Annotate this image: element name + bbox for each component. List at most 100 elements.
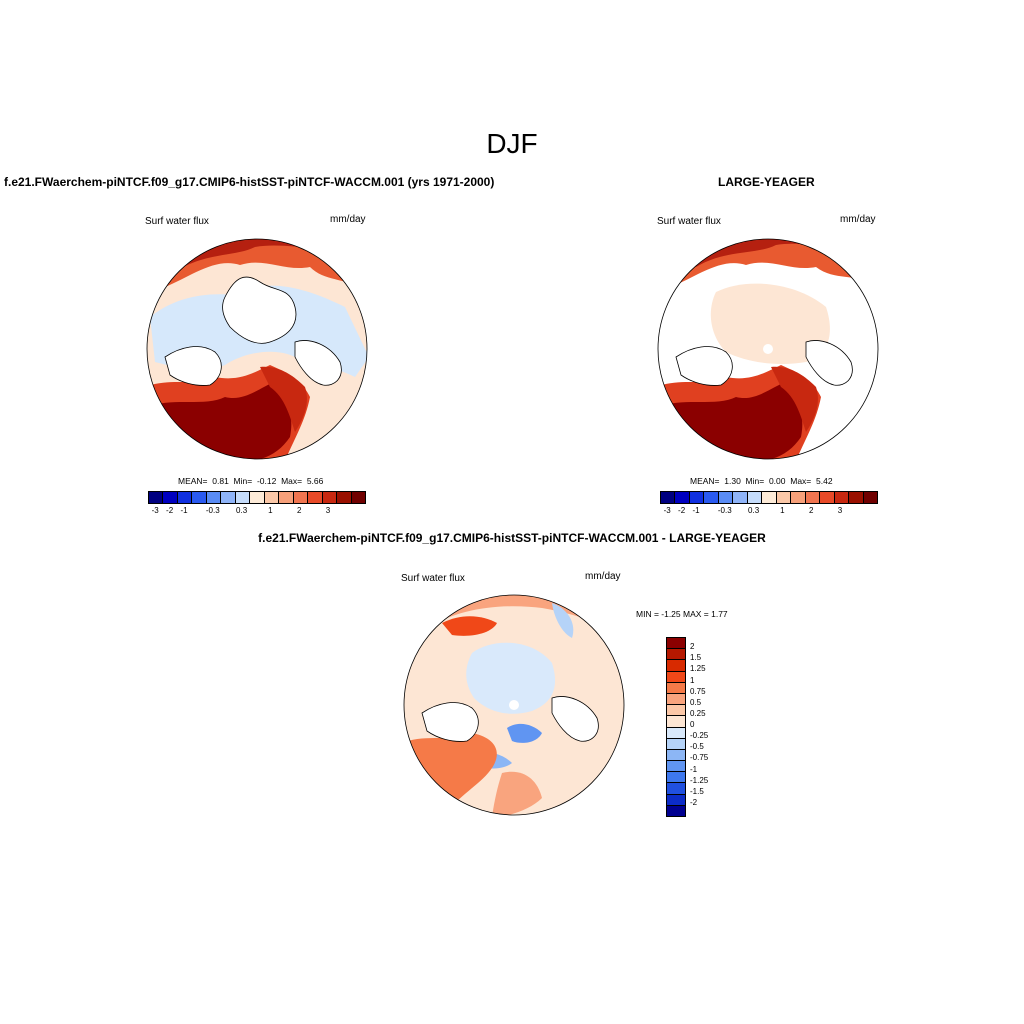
units-label-diff: mm/day	[585, 571, 621, 582]
panel-title-obs: LARGE-YEAGER	[718, 175, 815, 189]
colorbar-swatch	[833, 492, 849, 503]
colorbar-tick-label: 0.5	[690, 697, 702, 707]
colorbar-swatch	[667, 648, 685, 660]
colorbar-swatch	[717, 492, 733, 503]
colorbar-swatch	[848, 492, 863, 503]
colorbar-swatch	[149, 492, 163, 503]
colorbar-tick-label: 3	[837, 506, 843, 515]
colorbar-swatch	[667, 737, 685, 749]
colorbar-swatch	[819, 492, 834, 503]
min-label: Min=	[233, 476, 253, 486]
colorbar-swatch	[667, 670, 685, 682]
max-label: Max=	[281, 476, 303, 486]
colorbar-swatch	[746, 492, 762, 503]
colorbar-tick-label: 0.25	[690, 708, 706, 718]
colorbar-swatch	[775, 492, 791, 503]
colorbar-diff	[666, 637, 686, 817]
variable-label-obs: Surf water flux	[657, 216, 721, 227]
colorbar-tick-label: 2	[808, 506, 814, 515]
colorbar-swatch	[667, 659, 685, 671]
colorbar-swatch	[278, 492, 293, 503]
colorbar-swatch	[661, 492, 675, 503]
colorbar-swatch	[703, 492, 718, 503]
min-value: -0.12	[256, 476, 277, 486]
colorbar-ticks-test: -3 -2 -1 -0.3 0.3 1 2 3	[148, 506, 364, 518]
colorbar-tick-label: 1	[780, 506, 785, 515]
colorbar-ticks-diff: 2 1.5 1.25 1 0.75 0.5 0.25 0 -0.25 -0.5 -0.75 -1 -1.…	[690, 637, 730, 815]
colorbar-swatch	[667, 692, 685, 705]
colorbar-swatch	[307, 492, 322, 503]
units-label-obs: mm/day	[840, 214, 876, 225]
colorbar-swatch	[732, 492, 747, 503]
stats-test: MEAN= 0.81 Min= -0.12 Max= 5.66	[178, 476, 323, 486]
units-label-test: mm/day	[330, 214, 366, 225]
colorbar-swatch	[176, 492, 192, 503]
colorbar-swatch	[667, 715, 685, 727]
mean-label: MEAN=	[690, 476, 720, 486]
stats-obs: MEAN= 1.30 Min= 0.00 Max= 5.42	[690, 476, 833, 486]
mean-value: 0.81	[212, 476, 229, 486]
colorbar-tick-label: 3	[325, 506, 331, 515]
colorbar-swatch	[761, 492, 776, 503]
colorbar-swatch	[667, 681, 685, 693]
mean-label: MEAN=	[178, 476, 208, 486]
polar-map-diff	[403, 594, 625, 816]
colorbar-tick-label: 0.3	[236, 506, 248, 515]
colorbar-ticks-obs: -3 -2 -1 -0.3 0.3 1 2 3	[660, 506, 876, 518]
max-label: Max=	[790, 476, 812, 486]
colorbar-tick-label: -1	[692, 506, 700, 515]
min-label: Min=	[745, 476, 765, 486]
colorbar-tick-label: -3	[663, 506, 671, 515]
figure-title: DJF	[486, 128, 538, 159]
colorbar-swatch	[234, 492, 250, 503]
colorbar-swatch	[191, 492, 206, 503]
colorbar-tick-label: -2	[690, 797, 698, 807]
colorbar-tick-label: -0.3	[205, 506, 220, 515]
colorbar-swatch	[790, 492, 805, 503]
panel-title-test: f.e21.FWaerchem-piNTCF.f09_g17.CMIP6-his…	[4, 175, 495, 189]
colorbar-swatch	[667, 793, 685, 805]
variable-label-test: Surf water flux	[145, 216, 209, 227]
panel-title-diff: f.e21.FWaerchem-piNTCF.f09_g17.CMIP6-his…	[258, 531, 766, 545]
colorbar-swatch	[667, 726, 685, 738]
colorbar-test	[148, 491, 366, 504]
colorbar-swatch	[292, 492, 308, 503]
colorbar-tick-label: -1.5	[690, 786, 704, 796]
colorbar-swatch	[336, 492, 351, 503]
colorbar-tick-label: 1	[690, 675, 695, 685]
colorbar-tick-label: -1.25	[690, 775, 709, 785]
colorbar-swatch	[220, 492, 235, 503]
colorbar-tick-label: 0.75	[690, 686, 706, 696]
colorbar-tick-label: 1.25	[690, 664, 706, 674]
colorbar-tick-label: 1	[268, 506, 273, 515]
colorbar-swatch	[162, 492, 177, 503]
colorbar-swatch	[249, 492, 264, 503]
colorbar-tick-label: 2	[690, 642, 695, 652]
max-value: 5.66	[306, 476, 324, 486]
colorbar-tick-label: -0.75	[690, 753, 709, 763]
colorbar-swatch	[350, 492, 366, 503]
colorbar-swatch	[263, 492, 279, 503]
colorbar-swatch	[667, 704, 685, 716]
colorbar-tick-label: -1	[690, 764, 698, 774]
max-value: 5.42	[816, 476, 833, 486]
colorbar-swatch	[667, 782, 685, 794]
colorbar-swatch	[862, 492, 878, 503]
colorbar-swatch	[674, 492, 689, 503]
colorbar-swatch	[205, 492, 221, 503]
colorbar-tick-label: 2	[296, 506, 302, 515]
colorbar-tick-label: -3	[151, 506, 159, 515]
min-value: 0.00	[768, 476, 786, 486]
colorbar-obs	[660, 491, 878, 504]
colorbar-swatch	[667, 748, 685, 761]
polar-map-test	[146, 238, 368, 460]
colorbar-swatch	[667, 771, 685, 783]
minmax-diff: MIN = -1.25 MAX = 1.77	[636, 609, 728, 619]
colorbar-tick-label: -2	[166, 506, 174, 515]
colorbar-tick-label: -2	[678, 506, 686, 515]
colorbar-tick-label: -1	[180, 506, 188, 515]
mean-value: 1.30	[724, 476, 741, 486]
colorbar-swatch	[667, 638, 685, 649]
colorbar-swatch	[804, 492, 820, 503]
colorbar-tick-label: -0.5	[690, 742, 704, 752]
